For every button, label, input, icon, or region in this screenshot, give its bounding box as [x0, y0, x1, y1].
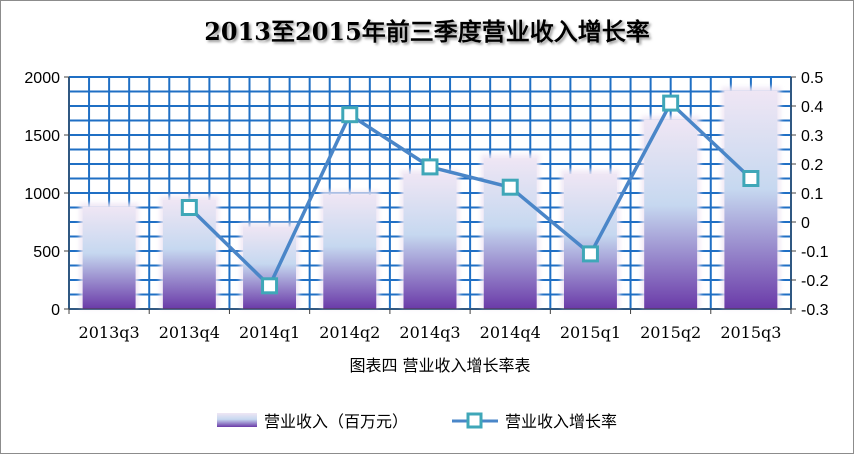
left-tick-label: 0: [51, 302, 60, 319]
bar: [403, 173, 457, 309]
bar: [323, 194, 377, 309]
line-point: [742, 170, 760, 187]
bar: [82, 206, 136, 309]
line-point: [261, 277, 279, 295]
left-tick-label: 500: [33, 244, 60, 261]
x-tick-label: 2015q3: [720, 323, 781, 342]
right-tick-label: -0.2: [801, 273, 829, 290]
x-tick-label: 2014q2: [319, 323, 380, 342]
chart-caption: 图表四 营业收入增长率表: [349, 356, 530, 375]
chart-title: 2013至2015年前三季度营业收入增长率: [204, 17, 650, 46]
legend-line-marker: [466, 412, 483, 429]
right-tick-label: -0.3: [801, 302, 829, 319]
right-tick-label: 0.2: [801, 157, 823, 174]
left-axis: 0 500 1000 1500 2000: [24, 70, 70, 319]
right-axis: -0.3 -0.2 -0.1 0 0.1 0.2 0.3 0.4 0.5: [790, 70, 829, 319]
line-point: [421, 158, 439, 176]
left-tick-label: 1000: [24, 186, 60, 203]
right-tick-label: 0: [801, 215, 810, 232]
left-tick-label: 1500: [24, 128, 60, 145]
line-point: [180, 199, 198, 216]
right-tick-label: 0.1: [801, 186, 823, 203]
x-tick-label: 2015q1: [560, 323, 621, 342]
bar: [724, 90, 778, 309]
right-tick-label: 0.3: [801, 128, 823, 145]
right-tick-label: 0.4: [801, 99, 823, 116]
left-tick-label: 2000: [24, 70, 60, 87]
legend-bar-swatch: [217, 413, 257, 427]
legend: 营业收入（百万元） 营业收入增长率: [217, 412, 617, 431]
legend-line-label: 营业收入增长率: [505, 412, 617, 431]
right-tick-label: -0.1: [801, 244, 829, 261]
x-tick-label: 2014q1: [239, 323, 300, 342]
x-tick-label: 2014q3: [399, 323, 460, 342]
bar: [162, 199, 216, 309]
line-point: [501, 178, 519, 196]
bar: [644, 119, 698, 309]
right-tick-label: 0.5: [801, 70, 823, 87]
line-point: [662, 94, 680, 112]
x-tick-label: 2013q3: [79, 323, 140, 342]
x-tick-label: 2015q2: [640, 323, 701, 342]
x-axis: 2013q3 2013q4 2014q1 2014q2 2014q3 2014q4 2015…: [68, 308, 792, 342]
line-point: [341, 106, 359, 124]
line-point: [581, 245, 599, 263]
x-tick-label: 2013q4: [159, 323, 220, 342]
line-series: [180, 94, 760, 295]
bar: [563, 173, 617, 309]
line-path: [188, 101, 753, 288]
x-tick-label: 2014q4: [480, 323, 541, 342]
legend-bar-label: 营业收入（百万元）: [264, 412, 408, 431]
